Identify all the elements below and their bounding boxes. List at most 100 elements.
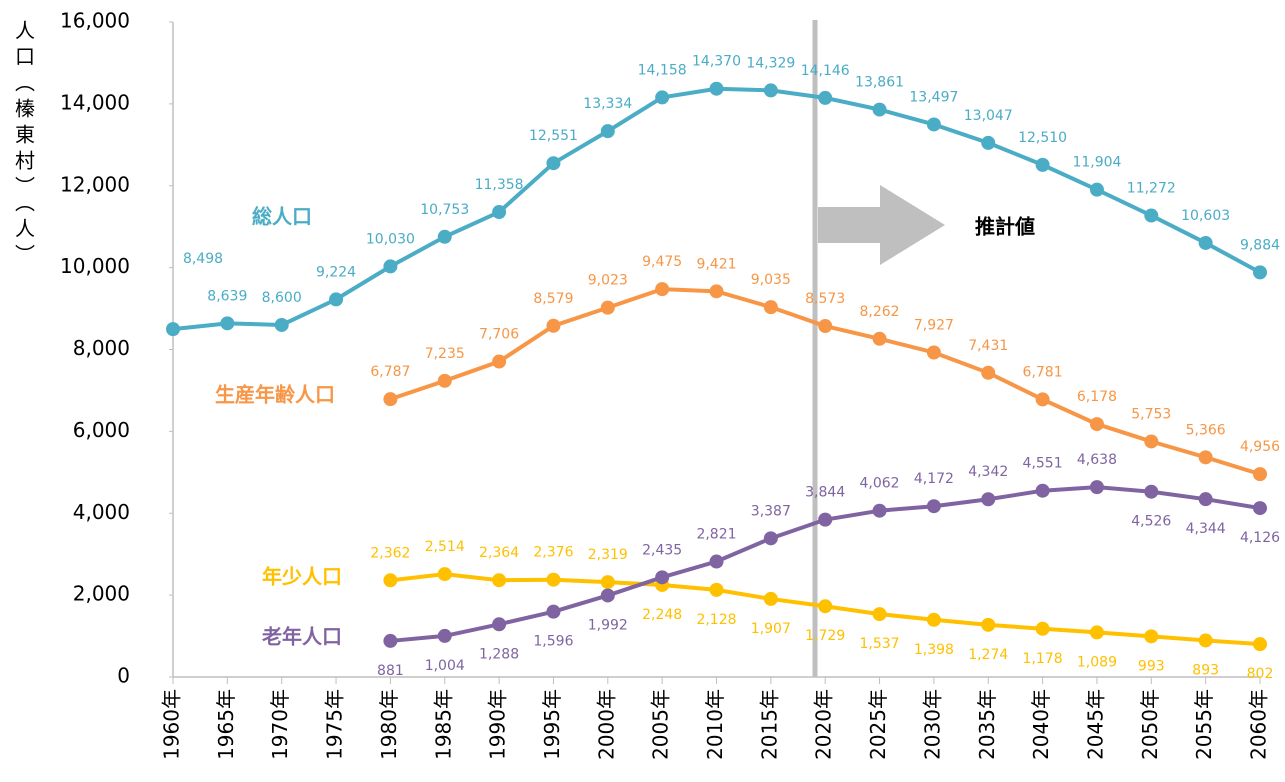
- data-label: 1,004: [425, 658, 465, 674]
- data-label: 11,272: [1127, 181, 1176, 197]
- data-point: [600, 575, 615, 590]
- data-label: 4,551: [1023, 456, 1063, 472]
- data-point: [220, 316, 235, 331]
- data-label: 2,376: [533, 545, 573, 561]
- data-label: 802: [1247, 666, 1274, 682]
- annotation: 推計値: [975, 215, 1035, 239]
- series-line: [390, 485, 1261, 643]
- data-label: 9,475: [642, 254, 682, 270]
- data-point: [872, 503, 887, 518]
- data-point: [1144, 434, 1159, 449]
- data-point: [1144, 629, 1159, 644]
- x-tick-label: 2015年: [757, 689, 781, 760]
- y-tick-label: 16,000: [60, 9, 130, 33]
- y-tick-label: 2,000: [73, 582, 130, 606]
- data-point: [709, 284, 724, 299]
- x-tick-label: 1990年: [486, 689, 510, 760]
- data-point: [818, 599, 833, 614]
- x-tick-label: 2025年: [866, 689, 890, 760]
- data-label: 1,288: [479, 646, 519, 662]
- data-label: 12,551: [529, 128, 578, 144]
- data-label: 2,364: [479, 545, 519, 561]
- data-point: [1089, 417, 1104, 432]
- data-point: [763, 591, 778, 606]
- data-point: [274, 317, 289, 332]
- data-point: [1035, 621, 1050, 636]
- x-tick-label: 1975年: [323, 689, 347, 760]
- data-label: 7,927: [914, 317, 954, 333]
- data-label: 9,023: [588, 273, 628, 289]
- data-point: [655, 570, 670, 585]
- x-tick-label: 2010年: [703, 689, 727, 760]
- data-label: 10,030: [366, 231, 415, 247]
- data-label: 1,089: [1077, 654, 1117, 670]
- data-label: 2,319: [588, 547, 628, 563]
- data-label: 4,956: [1240, 439, 1280, 455]
- x-tick-label: 1985年: [431, 689, 455, 760]
- data-point: [763, 83, 778, 98]
- data-point: [383, 633, 398, 648]
- x-tick-label: 1960年: [160, 689, 184, 760]
- data-point: [926, 612, 941, 627]
- data-point: [818, 512, 833, 527]
- data-label: 8,600: [262, 290, 302, 306]
- data-point: [600, 300, 615, 315]
- data-label: 4,526: [1131, 514, 1171, 530]
- x-tick-label: 1965年: [214, 689, 238, 760]
- data-point: [709, 582, 724, 597]
- data-label: 4,062: [860, 476, 900, 492]
- data-label: 5,753: [1131, 406, 1171, 422]
- data-label: 9,224: [316, 264, 356, 280]
- y-tick-label: 14,000: [60, 90, 130, 114]
- data-point: [981, 492, 996, 507]
- data-point: [1253, 637, 1267, 652]
- data-point: [1089, 480, 1104, 495]
- data-point: [1035, 483, 1050, 498]
- data-label: 9,035: [751, 272, 791, 288]
- data-label: 8,579: [533, 291, 573, 307]
- data-point: [600, 588, 615, 603]
- data-label: 5,366: [1186, 422, 1226, 438]
- data-label: 1,729: [805, 628, 845, 644]
- data-label: 11,358: [475, 177, 524, 193]
- data-point: [1144, 484, 1159, 499]
- data-point: [872, 331, 887, 346]
- data-label: 6,781: [1023, 364, 1063, 380]
- x-tick-label: 2000年: [594, 689, 618, 760]
- data-label: 10,603: [1181, 208, 1230, 224]
- y-tick-label: 0: [117, 664, 130, 688]
- data-label: 881: [377, 663, 404, 679]
- data-point: [600, 124, 615, 139]
- y-axis-label: 人口（榛東村）（人）: [12, 20, 36, 270]
- data-label: 8,573: [805, 291, 845, 307]
- data-label: 14,146: [801, 63, 850, 79]
- data-label: 10,753: [420, 202, 469, 218]
- data-label: 7,235: [425, 346, 465, 362]
- x-tick-label: 1995年: [540, 689, 564, 760]
- data-label: 7,706: [479, 327, 519, 343]
- data-point: [926, 117, 941, 132]
- data-point: [546, 156, 561, 171]
- data-point: [763, 300, 778, 315]
- data-point: [655, 90, 670, 105]
- data-point: [926, 499, 941, 514]
- data-point: [1035, 157, 1050, 172]
- data-point: [492, 205, 507, 220]
- data-point: [383, 573, 398, 588]
- data-point: [329, 292, 344, 307]
- data-label: 2,248: [642, 607, 682, 623]
- data-point: [1089, 182, 1104, 197]
- data-point: [1198, 633, 1213, 648]
- x-tick-label: 1980年: [377, 689, 401, 760]
- data-point: [1144, 208, 1159, 223]
- series-name: 老年人口: [262, 625, 342, 649]
- data-point: [546, 604, 561, 619]
- data-point: [492, 617, 507, 632]
- data-label: 1,992: [588, 617, 628, 633]
- data-point: [546, 318, 561, 333]
- data-label: 13,334: [583, 96, 632, 112]
- x-tick-label: 2055年: [1192, 689, 1216, 760]
- data-label: 4,126: [1240, 530, 1280, 546]
- data-label: 4,342: [968, 464, 1008, 480]
